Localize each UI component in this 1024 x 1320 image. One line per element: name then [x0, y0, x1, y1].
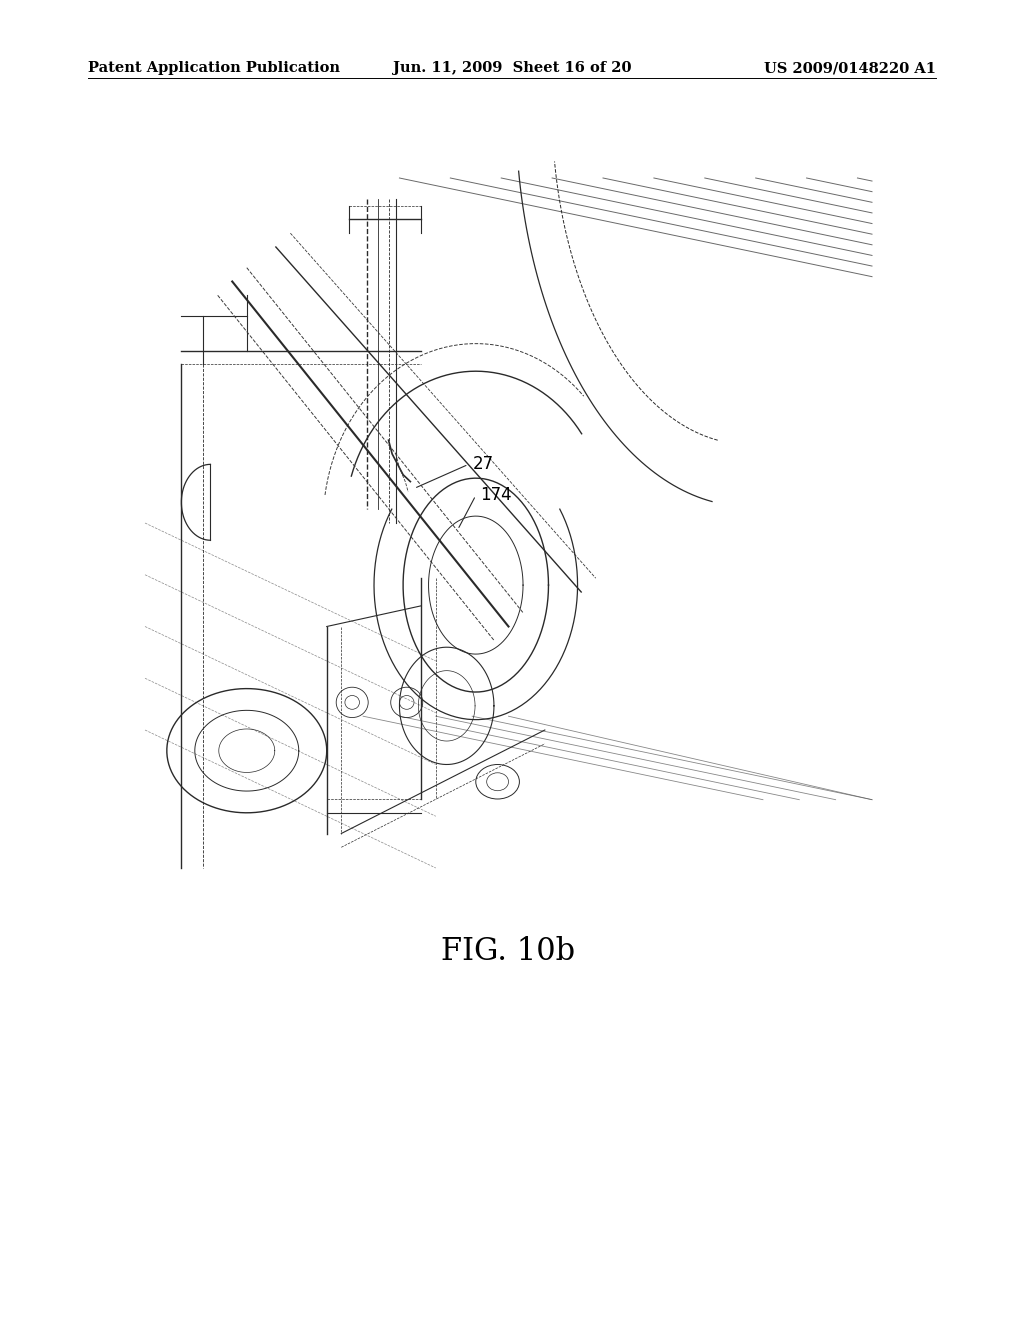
Bar: [145, 178, 872, 869]
Text: Patent Application Publication: Patent Application Publication: [88, 61, 340, 75]
Text: 174: 174: [480, 486, 511, 504]
Text: 27: 27: [472, 455, 494, 474]
Text: US 2009/0148220 A1: US 2009/0148220 A1: [764, 61, 936, 75]
Text: FIG. 10b: FIG. 10b: [441, 936, 575, 968]
Text: Jun. 11, 2009  Sheet 16 of 20: Jun. 11, 2009 Sheet 16 of 20: [393, 61, 631, 75]
